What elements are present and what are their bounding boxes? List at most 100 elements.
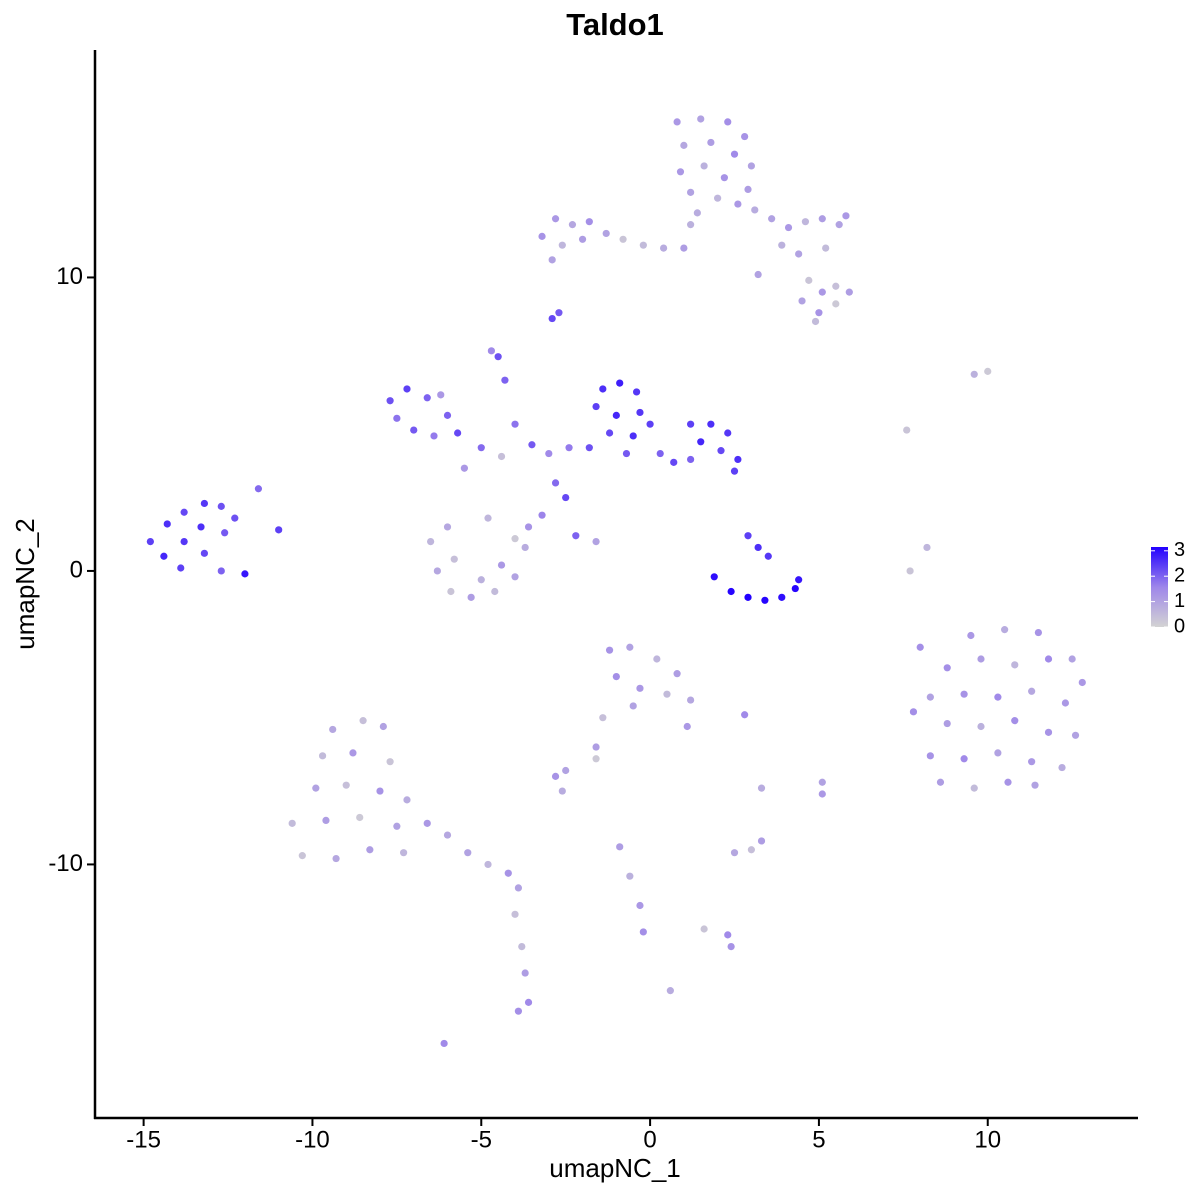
point — [1078, 678, 1086, 687]
point — [646, 420, 654, 428]
point — [1071, 731, 1080, 739]
point — [805, 276, 813, 284]
point — [379, 722, 387, 731]
point — [656, 449, 664, 458]
point — [514, 1007, 523, 1015]
point — [511, 535, 519, 543]
point — [386, 758, 394, 766]
point — [612, 411, 620, 419]
point — [943, 719, 951, 728]
point — [558, 241, 566, 249]
point — [443, 523, 452, 531]
point — [356, 813, 364, 822]
point — [163, 520, 171, 528]
point — [784, 223, 793, 232]
x-tick-label: 5 — [812, 1126, 825, 1153]
y-tick-label: 10 — [56, 263, 83, 290]
point — [1004, 778, 1012, 786]
point — [747, 846, 755, 854]
point — [427, 537, 435, 546]
point — [680, 244, 688, 252]
point — [578, 235, 587, 243]
point — [443, 411, 452, 419]
point — [332, 854, 340, 863]
point — [663, 690, 671, 698]
color-tick-label: 3 — [1174, 539, 1185, 561]
point — [386, 397, 394, 405]
point — [440, 1039, 448, 1048]
point — [936, 778, 945, 786]
point — [312, 784, 320, 792]
point — [514, 884, 523, 892]
point — [707, 138, 715, 147]
point — [636, 684, 644, 692]
color-tick-label: 2 — [1174, 564, 1185, 586]
point — [477, 444, 485, 452]
point — [707, 420, 715, 428]
x-tick-label: 10 — [974, 1126, 1001, 1153]
point — [322, 816, 330, 825]
point — [666, 987, 674, 995]
point — [744, 532, 752, 540]
point — [558, 787, 566, 795]
point — [764, 552, 772, 560]
point — [1011, 661, 1019, 669]
point — [660, 244, 668, 252]
point — [393, 822, 401, 830]
point — [960, 690, 968, 698]
point — [221, 529, 229, 537]
point — [494, 353, 502, 361]
point — [423, 394, 431, 402]
point — [349, 749, 357, 757]
point — [724, 118, 732, 126]
point — [670, 458, 678, 466]
point — [744, 593, 752, 601]
x-tick-label: -10 — [295, 1126, 330, 1153]
point — [511, 910, 519, 918]
point — [548, 314, 556, 323]
point — [626, 872, 634, 880]
point — [524, 998, 533, 1006]
point — [585, 444, 593, 452]
point — [977, 722, 985, 731]
point — [845, 288, 853, 296]
point — [487, 347, 496, 355]
point — [818, 288, 826, 296]
point — [197, 523, 205, 531]
point — [241, 570, 249, 578]
point — [524, 523, 533, 531]
point — [548, 256, 556, 264]
point — [545, 449, 553, 458]
point — [818, 790, 826, 798]
point — [410, 426, 418, 434]
point — [464, 849, 472, 857]
x-axis-title: umapNC_1 — [549, 1153, 681, 1183]
point — [741, 711, 749, 719]
point — [926, 752, 934, 760]
point — [568, 221, 577, 229]
point — [511, 573, 519, 581]
point — [497, 452, 506, 461]
point — [683, 722, 691, 731]
point — [639, 241, 647, 249]
point — [730, 150, 739, 158]
point — [592, 755, 600, 763]
point — [970, 370, 978, 378]
point — [430, 432, 438, 440]
point — [437, 391, 445, 399]
point — [501, 376, 509, 384]
point — [400, 849, 408, 857]
point — [835, 221, 843, 229]
point — [200, 549, 208, 557]
point — [795, 576, 803, 584]
point — [653, 655, 661, 663]
point — [727, 943, 735, 951]
y-axis-title: umapNC_2 — [10, 518, 40, 650]
point — [687, 696, 695, 704]
point — [693, 209, 701, 217]
point — [791, 584, 799, 593]
point — [1034, 628, 1042, 637]
point — [757, 837, 766, 845]
point — [180, 508, 188, 516]
